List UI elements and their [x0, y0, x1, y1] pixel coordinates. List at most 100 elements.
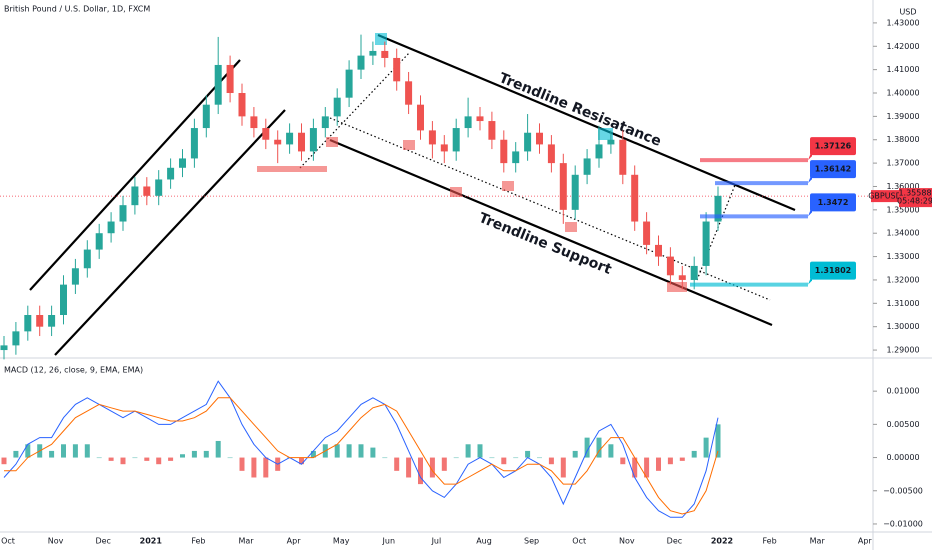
histogram-bar [299, 457, 304, 465]
candle-body [559, 163, 567, 210]
y-tick-label: 1.38000 [886, 135, 919, 144]
candle-body [666, 256, 674, 276]
candle-body [369, 50, 377, 56]
y-tick-label: 1.41000 [886, 65, 919, 74]
candle-body [381, 50, 389, 58]
zone [403, 140, 415, 150]
zone [257, 166, 327, 172]
x-tick-label: Feb [763, 537, 777, 546]
level-label: 1.3472 [818, 198, 849, 207]
histogram-bar [1, 457, 7, 465]
histogram-bar [715, 424, 721, 458]
x-tick-label: Dec [667, 537, 682, 546]
candle-body [214, 64, 222, 105]
signal-line [4, 397, 719, 515]
zone [450, 187, 462, 197]
candle-body [428, 130, 436, 145]
histogram-bar [429, 457, 435, 478]
histogram-bar [513, 457, 519, 459]
candle-body [452, 128, 460, 152]
x-tick-label: May [333, 537, 350, 546]
candle-body [345, 69, 353, 98]
histogram-bar [489, 457, 495, 459]
histogram-bar [310, 450, 316, 458]
candle-body [226, 64, 234, 94]
macd-line [3, 380, 719, 518]
histogram-bar [691, 450, 697, 458]
x-tick-label: Jun [382, 537, 396, 546]
histogram-bar [215, 440, 221, 458]
x-tick-label: Feb [191, 537, 205, 546]
candle-body [143, 186, 151, 196]
candle-body [286, 132, 294, 145]
histogram-bar [156, 457, 162, 465]
y-tick-label: 1.42000 [886, 42, 919, 51]
histogram-bar [656, 457, 661, 471]
histogram-bar [370, 447, 376, 458]
y-tick-label: 1.33000 [886, 252, 919, 261]
histogram-bar [108, 457, 114, 461]
candle-body [536, 132, 543, 145]
candle-body [702, 221, 710, 266]
y-tick-label: 1.34000 [886, 229, 919, 238]
candle-body [607, 139, 615, 145]
drawings [29, 33, 796, 356]
histogram-bar [180, 454, 185, 458]
candle-body [714, 195, 722, 222]
zone [502, 181, 514, 191]
histogram-bar [239, 457, 245, 471]
candle-body [547, 144, 555, 164]
histogram-bar [144, 457, 150, 461]
x-tick-label: Nov [48, 537, 64, 546]
candle-body [678, 275, 686, 280]
candle-body [512, 151, 520, 164]
x-tick-label: Jul [431, 537, 442, 546]
histogram-bar [548, 457, 554, 465]
candle-body [488, 121, 496, 140]
candle-body [643, 221, 651, 245]
y-tick-label: 1.31000 [886, 299, 919, 308]
x-tick-label: Apr [287, 537, 302, 546]
candle-body [405, 81, 413, 105]
y-tick-label: 0.01000 [886, 387, 919, 396]
histogram-bar [703, 437, 709, 458]
x-tick-label: Mar [810, 537, 826, 546]
trendline [377, 33, 796, 212]
candle-body [631, 174, 639, 222]
y-tick-label: −0.01000 [883, 519, 923, 528]
candle-body [202, 104, 210, 129]
histogram-bar [49, 450, 55, 458]
x-tick-label: Nov [619, 537, 635, 546]
histogram-bar [227, 457, 233, 459]
candle-body [309, 128, 317, 152]
candle-body [167, 167, 175, 180]
histogram-bar [132, 457, 138, 459]
level-tag [810, 160, 856, 179]
histogram-bar [61, 444, 66, 458]
histogram-bar [96, 457, 102, 459]
histogram-bar [168, 457, 174, 461]
y-tick-label: 1.32000 [886, 275, 919, 284]
symbol-label: GBPUSD [868, 192, 902, 201]
histogram-bar [501, 457, 507, 465]
y-tick-label: 0.00500 [886, 420, 919, 429]
histogram-bar [537, 457, 542, 459]
level-label: 1.36142 [815, 165, 851, 174]
y-tick-label: 1.37000 [886, 159, 919, 168]
candle-body [393, 57, 401, 82]
histogram-bar [667, 457, 673, 465]
histogram-bar [453, 457, 459, 459]
candle-body [24, 315, 32, 332]
candle-body [190, 128, 198, 159]
histogram-bar [560, 457, 566, 478]
x-tick-label: Apr [858, 537, 873, 546]
level-tag [810, 137, 856, 156]
histogram-bar [584, 437, 590, 458]
histogram-bar [25, 444, 31, 458]
countdown: 05:48:29 [897, 197, 932, 206]
histogram-bar [679, 457, 685, 461]
trendline [29, 59, 241, 291]
histogram-bar [572, 450, 578, 458]
